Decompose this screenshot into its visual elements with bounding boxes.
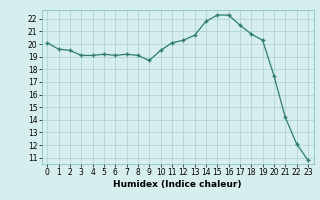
X-axis label: Humidex (Indice chaleur): Humidex (Indice chaleur) xyxy=(113,180,242,189)
